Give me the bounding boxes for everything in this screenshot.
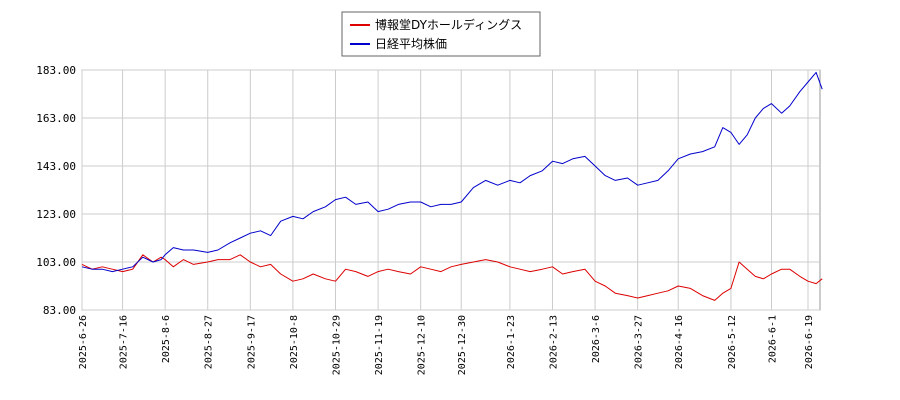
series-lines xyxy=(81,71,823,301)
legend-box xyxy=(341,11,541,57)
x-tick-label: 2025-9-17 xyxy=(246,315,257,369)
legend: 博報堂DYホールディングス 日経平均株価 xyxy=(341,11,541,57)
x-tick-label: 2025-12-30 xyxy=(457,315,468,375)
y-tick-label: 103.00 xyxy=(36,256,76,269)
grid-lines xyxy=(81,69,820,311)
y-tick-label: 183.00 xyxy=(36,64,76,77)
series-line-1 xyxy=(81,71,823,273)
x-tick-label: 2025-7-16 xyxy=(119,315,130,369)
x-tick-label: 2026-6-1 xyxy=(767,315,778,363)
x-tick-label: 2026-3-27 xyxy=(634,315,645,369)
x-tick-label: 2025-10-29 xyxy=(331,315,342,375)
legend-label-hakuhodo: 博報堂DYホールディングス xyxy=(375,17,522,32)
x-tick-label: 2026-6-19 xyxy=(804,315,815,369)
x-tick-label: 2026-3-6 xyxy=(591,315,602,363)
x-axis-ticks: 2025-6-26 2025-7-16 2025-8-6 2025-8-27 2025-… xyxy=(78,315,815,375)
x-tick-label: 2025-8-27 xyxy=(204,315,215,369)
x-tick-label: 2025-11-19 xyxy=(374,315,385,375)
x-tick-label: 2026-2-13 xyxy=(548,315,559,369)
x-tick-label: 2025-12-10 xyxy=(417,315,428,375)
x-tick-label: 2026-4-16 xyxy=(674,315,685,369)
x-tick-label: 2026-1-23 xyxy=(506,315,517,369)
y-axis-ticks: 183.00 163.00 143.00 123.00 103.00 83.00 xyxy=(36,64,76,317)
y-tick-label: 123.00 xyxy=(36,208,76,221)
x-tick-label: 2025-10-8 xyxy=(289,315,300,369)
y-tick-label: 163.00 xyxy=(36,112,76,125)
x-tick-label: 2025-8-6 xyxy=(161,315,172,363)
y-tick-label: 83.00 xyxy=(43,304,76,317)
plot-area xyxy=(81,69,821,311)
series-line-0 xyxy=(81,254,823,301)
legend-label-nikkei: 日経平均株価 xyxy=(375,36,447,51)
x-tick-label: 2026-5-12 xyxy=(727,315,738,369)
y-tick-label: 143.00 xyxy=(36,160,76,173)
x-tick-label: 2025-6-26 xyxy=(78,315,89,369)
